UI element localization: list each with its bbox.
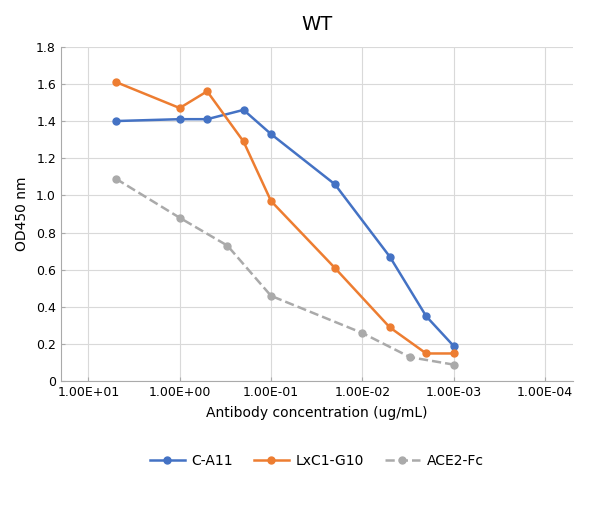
ACE2-Fc bbox=[224, 242, 231, 249]
LxC1-G10 bbox=[176, 105, 183, 111]
ACE2-Fc bbox=[407, 354, 414, 360]
ACE2-Fc bbox=[112, 175, 119, 182]
C-A11 bbox=[112, 118, 119, 124]
C-A11 bbox=[450, 343, 457, 349]
C-A11 bbox=[176, 116, 183, 122]
C-A11 bbox=[240, 107, 247, 113]
Legend: C-A11, LxC1-G10, ACE2-Fc: C-A11, LxC1-G10, ACE2-Fc bbox=[144, 449, 489, 474]
Line: C-A11: C-A11 bbox=[112, 107, 457, 350]
C-A11 bbox=[423, 313, 430, 319]
LxC1-G10 bbox=[387, 324, 394, 331]
LxC1-G10 bbox=[332, 265, 339, 271]
LxC1-G10 bbox=[204, 88, 211, 95]
LxC1-G10 bbox=[112, 79, 119, 85]
ACE2-Fc bbox=[450, 362, 457, 368]
Line: LxC1-G10: LxC1-G10 bbox=[112, 79, 457, 357]
C-A11 bbox=[332, 181, 339, 187]
Y-axis label: OD450 nm: OD450 nm bbox=[15, 177, 29, 251]
Line: ACE2-Fc: ACE2-Fc bbox=[112, 175, 457, 368]
LxC1-G10 bbox=[450, 350, 457, 356]
C-A11 bbox=[268, 131, 275, 137]
ACE2-Fc bbox=[268, 293, 275, 299]
ACE2-Fc bbox=[176, 214, 183, 221]
LxC1-G10 bbox=[240, 138, 247, 145]
X-axis label: Antibody concentration (ug/mL): Antibody concentration (ug/mL) bbox=[206, 406, 427, 420]
LxC1-G10 bbox=[423, 350, 430, 356]
LxC1-G10 bbox=[268, 198, 275, 204]
C-A11 bbox=[387, 253, 394, 260]
ACE2-Fc bbox=[359, 330, 366, 336]
Title: WT: WT bbox=[301, 15, 332, 34]
C-A11 bbox=[204, 116, 211, 122]
